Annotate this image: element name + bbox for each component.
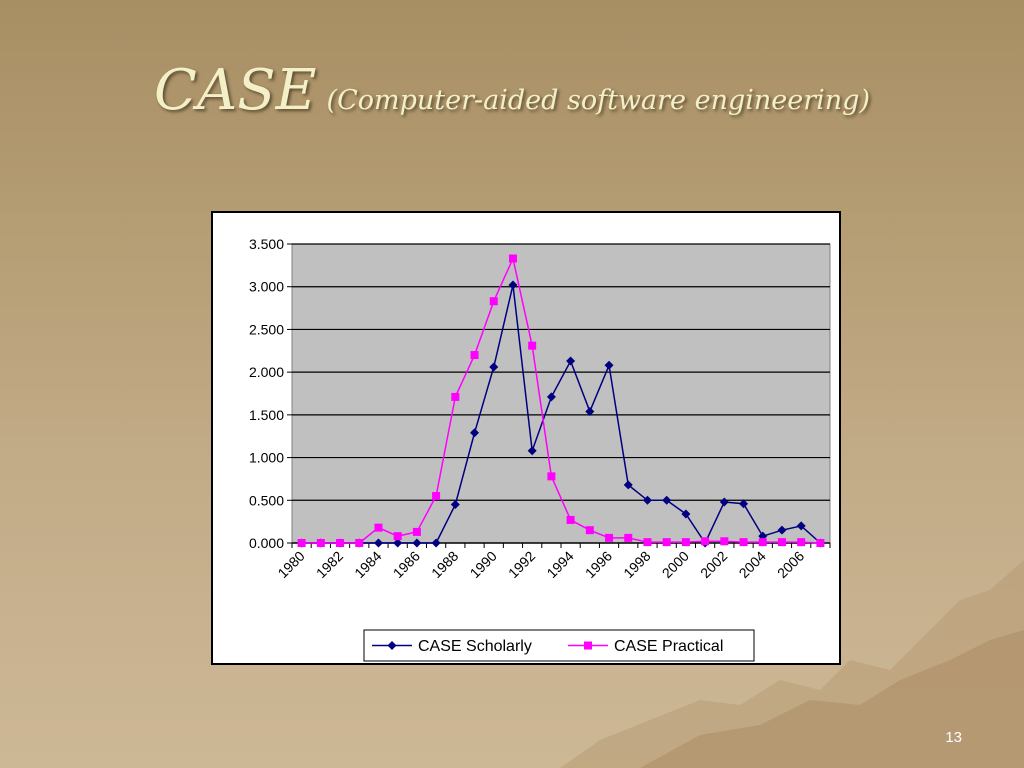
data-point-scholarly bbox=[642, 495, 652, 505]
y-tick-label: 0.000 bbox=[249, 535, 284, 551]
x-tick-label: 2004 bbox=[736, 548, 769, 581]
page-number: 13 bbox=[945, 729, 962, 746]
data-point-practical bbox=[758, 538, 767, 547]
data-point-scholarly bbox=[585, 406, 595, 416]
data-point-practical bbox=[777, 538, 786, 547]
data-point-practical bbox=[816, 539, 825, 547]
data-point-practical bbox=[566, 515, 575, 524]
data-point-scholarly bbox=[777, 525, 787, 535]
x-tick-label: 1986 bbox=[390, 548, 423, 581]
y-tick-label: 2.000 bbox=[249, 364, 284, 380]
data-point-practical bbox=[297, 539, 306, 547]
data-point-practical bbox=[701, 537, 710, 546]
data-point-scholarly bbox=[450, 500, 460, 510]
data-point-scholarly bbox=[566, 356, 576, 366]
data-point-practical bbox=[681, 538, 690, 547]
x-tick-label: 1988 bbox=[428, 548, 461, 581]
data-point-practical bbox=[336, 539, 345, 547]
data-point-scholarly bbox=[546, 392, 556, 402]
y-tick-label: 1.500 bbox=[249, 407, 284, 423]
slide-title: CASE (Computer-aided software engineering… bbox=[0, 58, 1024, 123]
data-point-scholarly bbox=[527, 446, 537, 456]
data-point-practical bbox=[720, 537, 729, 546]
data-point-practical bbox=[374, 523, 383, 532]
chart-frame: 0.000 0.500 1.000 1.500 2.000 2.500 3.000 3.500… bbox=[211, 211, 841, 665]
legend-marker-scholarly bbox=[387, 641, 397, 650]
legend-label-2: CASE Practical bbox=[614, 638, 723, 655]
data-point-scholarly bbox=[508, 280, 518, 290]
data-point-practical bbox=[739, 538, 748, 547]
data-point-practical bbox=[605, 533, 614, 542]
legend-label-1: CASE Scholarly bbox=[418, 638, 532, 655]
data-point-practical bbox=[643, 538, 652, 547]
data-point-scholarly bbox=[489, 362, 499, 372]
data-point-practical bbox=[470, 351, 479, 360]
x-tick-label: 1982 bbox=[313, 548, 346, 581]
x-tick-label: 2000 bbox=[659, 548, 692, 581]
x-tick-label: 1992 bbox=[505, 548, 538, 581]
x-tick-label: 1996 bbox=[582, 548, 615, 581]
series-line-1 bbox=[301, 284, 821, 545]
data-point-scholarly bbox=[604, 360, 614, 370]
title-main: CASE bbox=[154, 58, 317, 123]
legend-marker-practical bbox=[584, 641, 592, 650]
y-tick-label: 2.500 bbox=[249, 321, 284, 337]
x-tick-label: 2002 bbox=[697, 548, 730, 581]
data-point-scholarly bbox=[470, 428, 480, 438]
data-point-practical bbox=[432, 492, 441, 501]
line-chart: 0.000 0.500 1.000 1.500 2.000 2.500 3.000 3.500… bbox=[249, 236, 831, 662]
x-tick-label: 1994 bbox=[543, 548, 576, 581]
x-tick-label: 1998 bbox=[620, 548, 653, 581]
data-point-scholarly bbox=[431, 538, 441, 548]
data-point-practical bbox=[585, 526, 594, 535]
series-line-2 bbox=[301, 256, 821, 544]
title-subtitle: (Computer-aided software engineering) bbox=[326, 85, 870, 116]
data-point-practical bbox=[355, 539, 364, 547]
data-point-practical bbox=[528, 341, 537, 350]
data-point-scholarly bbox=[373, 538, 383, 548]
data-point-practical bbox=[547, 472, 556, 481]
data-point-scholarly bbox=[796, 521, 806, 531]
data-point-practical bbox=[412, 527, 421, 536]
data-point-scholarly bbox=[662, 495, 672, 505]
data-point-scholarly bbox=[623, 480, 633, 490]
data-point-practical bbox=[508, 254, 517, 263]
x-tick-label: 2006 bbox=[774, 548, 807, 581]
data-point-scholarly bbox=[412, 538, 422, 548]
data-point-practical bbox=[489, 297, 498, 306]
data-point-scholarly bbox=[681, 509, 691, 519]
data-point-practical bbox=[797, 538, 806, 547]
data-point-scholarly bbox=[719, 497, 729, 507]
data-point-scholarly bbox=[739, 499, 749, 509]
data-point-practical bbox=[393, 532, 402, 541]
y-tick-label: 3.000 bbox=[249, 279, 284, 295]
data-point-practical bbox=[316, 539, 325, 547]
y-tick-label: 1.000 bbox=[249, 450, 284, 466]
data-point-scholarly bbox=[393, 538, 403, 548]
data-point-practical bbox=[662, 538, 671, 547]
data-point-practical bbox=[451, 392, 460, 401]
x-tick-label: 1980 bbox=[274, 548, 307, 581]
y-tick-label: 0.500 bbox=[249, 492, 284, 508]
y-tick-label: 3.500 bbox=[249, 236, 284, 252]
data-point-practical bbox=[624, 533, 633, 542]
x-tick-label: 1990 bbox=[467, 548, 500, 581]
legend-box bbox=[363, 629, 755, 662]
x-tick-label: 1984 bbox=[351, 548, 384, 581]
